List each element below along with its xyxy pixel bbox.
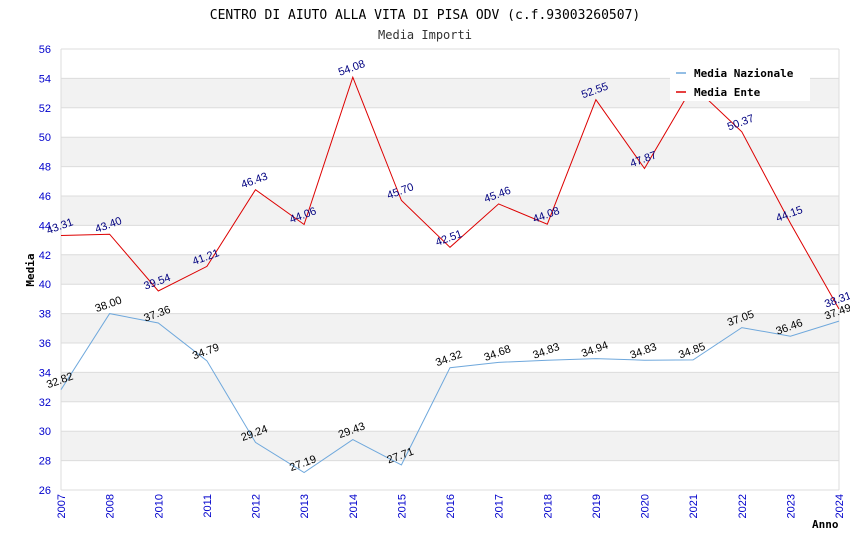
y-tick-label: 32: [39, 397, 51, 409]
y-tick-label: 54: [39, 73, 51, 85]
series-line-media-ente: [60, 75, 840, 310]
y-axis-label: Media: [24, 253, 37, 286]
y-tick-label: 52: [39, 103, 51, 115]
legend-entry: Media Ente: [694, 86, 761, 99]
y-tick-label: 48: [39, 162, 51, 174]
y-tick-label: 38: [39, 309, 51, 321]
y-tick-label: 42: [39, 250, 51, 262]
y-tick-label: 46: [39, 191, 51, 203]
grid-band: [61, 196, 839, 226]
x-tick-label: 2011: [202, 494, 214, 518]
x-tick-label: 2012: [251, 494, 263, 518]
y-tick-label: 26: [39, 485, 51, 497]
x-tick-label: 2010: [153, 494, 165, 518]
y-tick-label: 34: [39, 367, 51, 379]
x-tick-label: 2024: [834, 494, 846, 518]
x-tick-label: 2015: [396, 494, 408, 518]
x-tick-label: 2008: [105, 494, 117, 518]
grid-band: [61, 313, 839, 343]
legend-box: [670, 61, 810, 101]
y-tick-label: 28: [39, 456, 51, 468]
x-tick-label: 2020: [640, 494, 652, 518]
x-tick-label: 2007: [56, 494, 68, 518]
x-tick-label: 2021: [688, 494, 700, 518]
y-tick-label: 44: [39, 220, 51, 232]
chart-title: CENTRO DI AIUTO ALLA VITA DI PISA ODV (c…: [210, 8, 640, 23]
y-tick-label: 50: [39, 132, 51, 144]
x-tick-label: 2023: [785, 494, 797, 518]
x-axis-label: Anno: [812, 518, 839, 531]
grid-band: [61, 372, 839, 402]
x-tick-label: 2018: [542, 494, 554, 518]
y-tick-label: 56: [39, 44, 51, 56]
x-tick-label: 2014: [348, 494, 360, 518]
legend: Media Nazionale Media Ente: [670, 61, 810, 101]
series-line-media-nazionale: [60, 313, 840, 474]
x-tick-label: 2019: [591, 494, 603, 518]
x-tick-label: 2016: [445, 494, 457, 518]
x-tick-label: 2022: [737, 494, 749, 518]
grid-band: [61, 137, 839, 167]
grid-band: [61, 431, 839, 461]
x-tick-label: 2017: [494, 494, 506, 518]
x-tick-label: 2013: [299, 494, 311, 518]
legend-entry: Media Nazionale: [694, 67, 794, 80]
y-tick-label: 30: [39, 426, 51, 438]
grid-band: [61, 254, 839, 285]
chart-subtitle: Media Importi: [378, 28, 472, 42]
y-tick-label: 40: [39, 279, 51, 291]
y-tick-label: 36: [39, 338, 51, 350]
